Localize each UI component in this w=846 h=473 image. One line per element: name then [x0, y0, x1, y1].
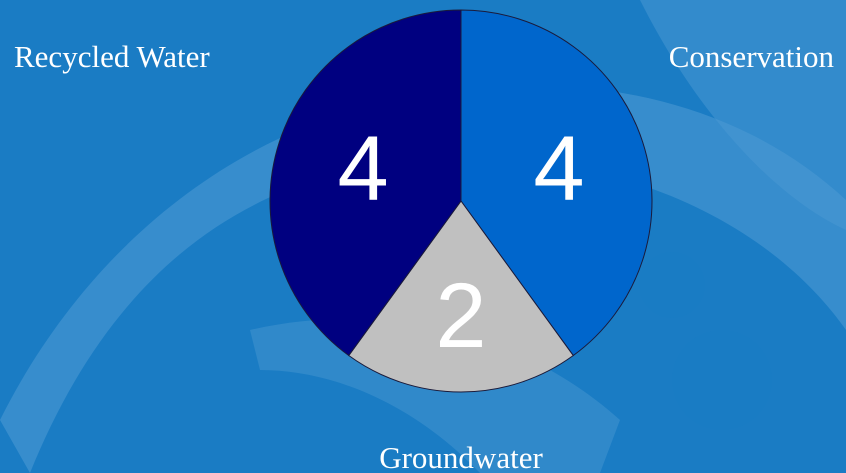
category-label-recycled-water: Recycled Water — [14, 39, 210, 74]
background-drop — [640, 0, 846, 230]
background-circle-small — [639, 252, 705, 318]
pie-slices — [269, 9, 653, 393]
pie-slice-conservation — [460, 9, 653, 357]
value-label-recycled-water: 4 — [337, 118, 388, 220]
category-label-conservation: Conservation — [668, 39, 834, 74]
value-label-conservation: 4 — [533, 118, 584, 220]
background-circle-large — [672, 330, 772, 430]
category-label-groundwater: Groundwater — [379, 440, 543, 473]
background-curve — [250, 318, 620, 473]
pie-slice-recycled-water — [269, 9, 462, 357]
value-label-groundwater: 2 — [435, 265, 486, 367]
pie-value-labels: 424 — [337, 118, 584, 367]
pie-slice-groundwater — [348, 200, 574, 393]
